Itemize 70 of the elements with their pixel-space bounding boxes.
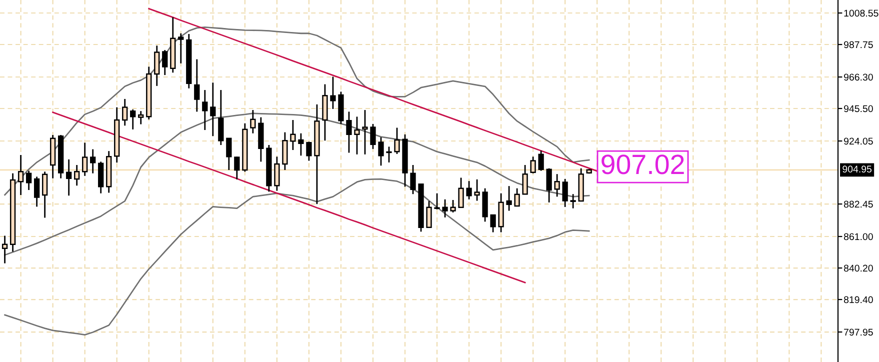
candlestick <box>162 49 168 76</box>
candlestick <box>282 132 288 171</box>
candlestick <box>466 180 472 200</box>
line-series <box>4 26 590 196</box>
y-tick-label: 987.75 <box>844 41 873 48</box>
candlestick <box>82 142 88 177</box>
y-tick-label: 797.95 <box>844 328 873 336</box>
candlestick <box>74 164 80 186</box>
candlestick <box>410 164 416 195</box>
candlestick <box>298 132 304 156</box>
candlestick <box>122 98 128 126</box>
y-tick-label: 882.45 <box>844 200 873 208</box>
y-tick-label: 1008.55 <box>844 10 878 17</box>
candlestick <box>370 123 376 150</box>
candlestick <box>154 44 160 87</box>
candlestick <box>202 89 208 131</box>
candlestick <box>90 148 96 174</box>
candlestick <box>274 156 280 192</box>
annotation: 907.02 <box>602 154 684 174</box>
candlestick <box>194 58 200 112</box>
candlestick <box>386 146 392 164</box>
candlestick <box>554 173 560 198</box>
candlestick <box>362 109 368 156</box>
line-series <box>52 112 526 284</box>
candlestick <box>450 199 456 214</box>
y-tick-label: 924.05 <box>844 138 873 145</box>
candlestick <box>474 178 480 202</box>
candlestick <box>178 32 184 64</box>
y-tick-label: 966.30 <box>844 74 873 81</box>
candlestick <box>210 82 216 137</box>
candlestick <box>378 136 384 166</box>
candlestick <box>66 158 72 196</box>
y-tick-label: 840.20 <box>844 264 873 272</box>
candlestick <box>138 110 144 125</box>
candlestick <box>26 170 32 191</box>
candlestick <box>434 192 440 210</box>
candlestick <box>18 154 24 196</box>
candlestick <box>346 110 352 154</box>
candlestick <box>234 156 240 180</box>
candlestick <box>226 138 232 171</box>
candlestick <box>250 109 256 134</box>
y-tick-label: 945.50 <box>844 105 873 112</box>
candlestick <box>426 200 432 228</box>
y-tick-label: 819.40 <box>844 296 873 304</box>
candlestick <box>218 89 224 146</box>
candlestick <box>546 168 552 204</box>
candlestick <box>130 108 136 130</box>
candlestick <box>538 150 544 172</box>
candlestick <box>2 235 8 264</box>
candlestick <box>442 198 448 218</box>
candlestick <box>562 178 568 208</box>
candlestick <box>98 160 104 194</box>
y-tick-label: 861.00 <box>844 233 873 240</box>
candlestick <box>522 164 528 195</box>
candlestick <box>42 170 48 218</box>
candlestick <box>330 76 336 110</box>
line-series <box>4 112 590 256</box>
candlestick <box>394 127 400 155</box>
candlestick <box>514 188 520 207</box>
candlestick <box>290 119 296 151</box>
candlestick <box>506 185 512 212</box>
candlestick <box>570 193 576 210</box>
line-series <box>148 8 598 172</box>
candlestick <box>34 176 40 208</box>
candlestick <box>530 156 536 174</box>
candlestick <box>306 140 312 162</box>
candlestick <box>458 177 464 208</box>
candlestick <box>490 214 496 233</box>
ref-line-label: 904.95 <box>842 166 872 173</box>
candlestick <box>354 116 360 156</box>
